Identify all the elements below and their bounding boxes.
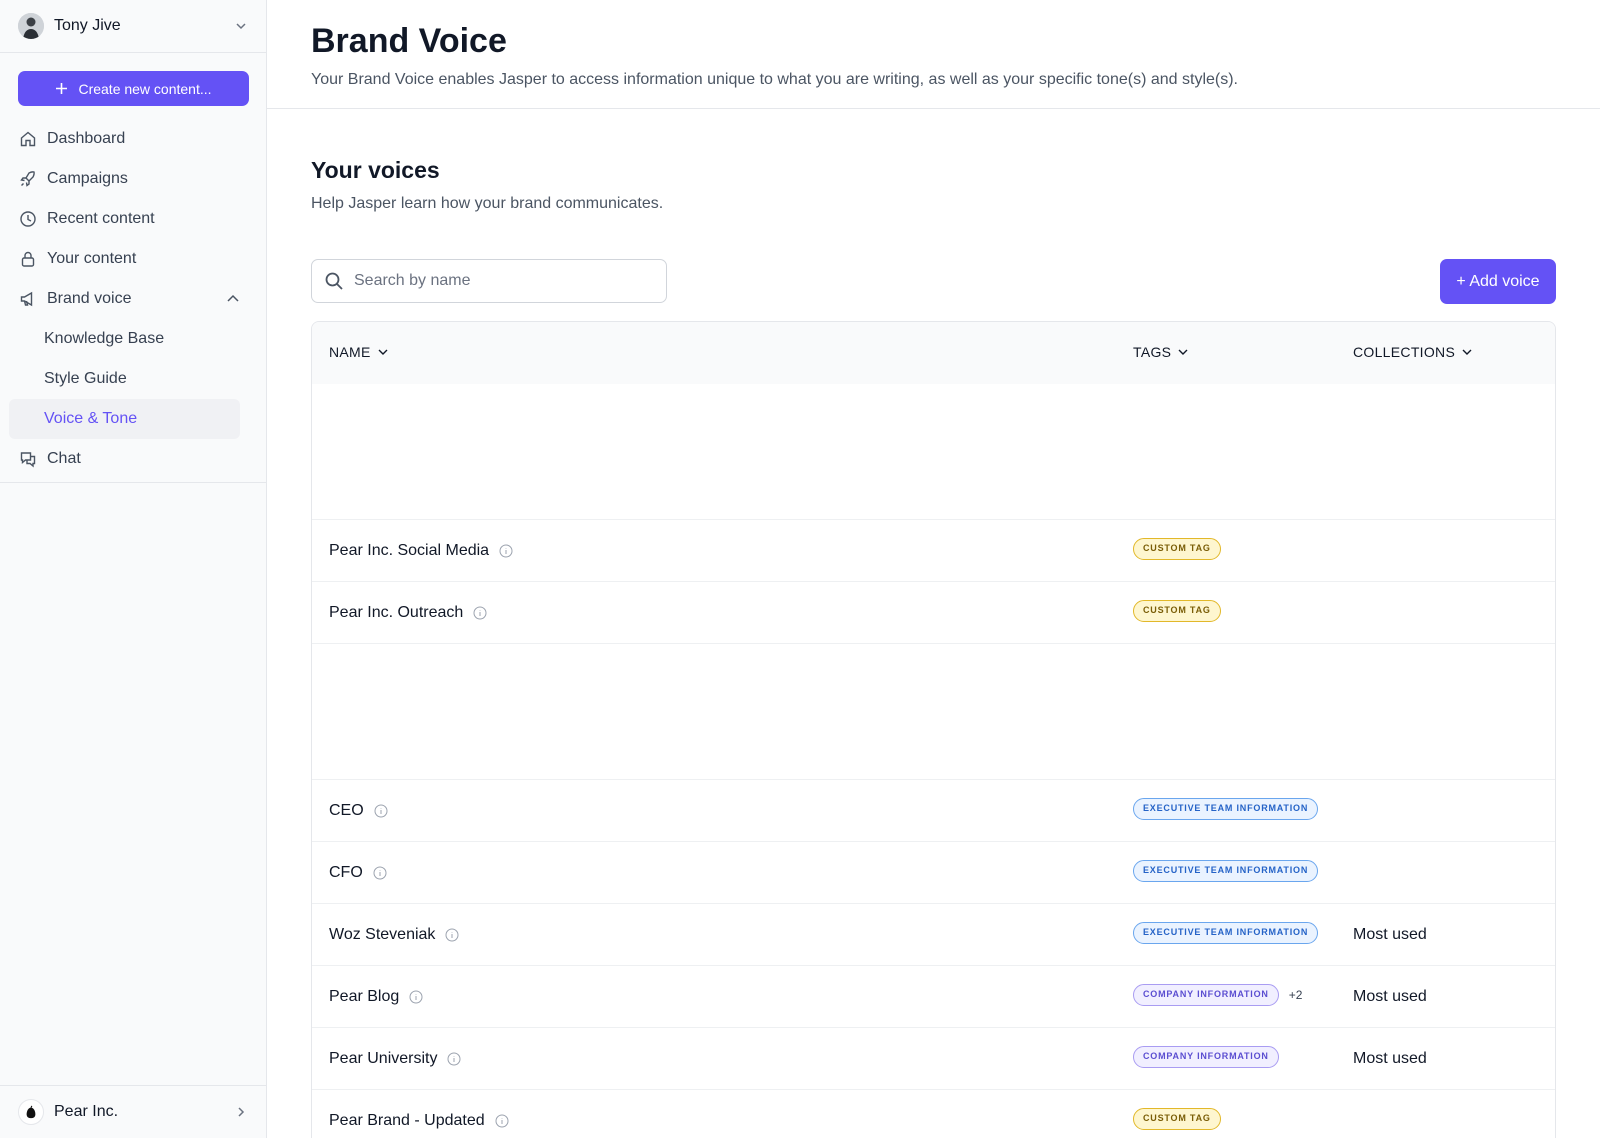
create-new-content-label: Create new content... xyxy=(78,80,212,97)
nav-label: Chat xyxy=(47,450,81,467)
tag-badge: CUSTOM TAG xyxy=(1133,1108,1221,1130)
section-subtitle: Help Jasper learn how your brand communi… xyxy=(311,195,664,212)
org-name: Pear Inc. xyxy=(54,1103,119,1120)
tag-badge: COMPANY INFORMATION xyxy=(1133,984,1279,1006)
tag-badge: EXECUTIVE TEAM INFORMATION xyxy=(1133,922,1319,944)
page-subtitle: Your Brand Voice enables Jasper to acces… xyxy=(311,71,1238,88)
table-spacer xyxy=(312,644,1555,780)
column-header-tags[interactable]: TAGS xyxy=(1133,344,1189,360)
nav-item-voice-tone[interactable]: Voice & Tone xyxy=(9,399,240,439)
nav-label: Voice & Tone xyxy=(44,410,138,427)
table-row[interactable]: Pear Inc. Social Media CUSTOM TAG xyxy=(312,520,1555,582)
column-header-collections[interactable]: COLLECTIONS xyxy=(1353,344,1473,360)
create-new-content-button[interactable]: Create new content... xyxy=(18,71,249,106)
chevron-down-icon xyxy=(1462,349,1472,355)
table-header: NAME TAGS COLLECTIONS xyxy=(312,322,1555,384)
voice-name: Pear Blog xyxy=(329,987,400,1005)
voice-name: Pear Inc. Social Media xyxy=(329,541,490,559)
page-title: Brand Voice xyxy=(311,22,507,60)
clock-icon xyxy=(20,211,36,227)
nav-label: Dashboard xyxy=(47,130,126,147)
search-input[interactable] xyxy=(354,272,644,290)
more-tags-count[interactable]: +2 xyxy=(1288,988,1303,1002)
chevron-down-icon xyxy=(236,23,246,30)
voice-name: Pear University xyxy=(329,1049,438,1067)
tag-badge: CUSTOM TAG xyxy=(1133,538,1221,560)
voice-name: Pear Inc. Outreach xyxy=(329,603,464,621)
table-row[interactable]: CEO EXECUTIVE TEAM INFORMATION xyxy=(312,780,1555,842)
add-voice-button[interactable]: + Add voice xyxy=(1440,259,1556,304)
table-row[interactable]: Pear University COMPANY INFORMATION Most… xyxy=(312,1028,1555,1090)
info-icon[interactable] xyxy=(499,544,513,558)
nav-label: Campaigns xyxy=(47,170,128,187)
table-row[interactable]: Woz Steveniak EXECUTIVE TEAM INFORMATION… xyxy=(312,904,1555,966)
lock-icon xyxy=(21,251,35,267)
table-spacer xyxy=(312,384,1555,520)
info-icon[interactable] xyxy=(447,1052,461,1066)
nav-item-dashboard[interactable]: Dashboard xyxy=(9,119,240,159)
table-row[interactable]: Pear Brand - Updated CUSTOM TAG xyxy=(312,1090,1555,1138)
voice-name: Pear Brand - Updated xyxy=(329,1111,485,1129)
sidebar-nav: Dashboard Campaigns Recent content Your … xyxy=(9,119,240,479)
column-label: NAME xyxy=(329,344,371,360)
nav-item-your-content[interactable]: Your content xyxy=(9,239,240,279)
info-icon[interactable] xyxy=(495,1114,509,1128)
column-header-name[interactable]: NAME xyxy=(329,344,389,360)
org-switcher[interactable]: Pear Inc. xyxy=(0,1085,266,1138)
tag-badge: COMPANY INFORMATION xyxy=(1133,1046,1279,1068)
nav-label: Recent content xyxy=(47,210,155,227)
column-label: COLLECTIONS xyxy=(1353,344,1456,360)
nav-item-style-guide[interactable]: Style Guide xyxy=(9,359,240,399)
voice-name: CFO xyxy=(329,863,363,881)
rocket-icon xyxy=(20,171,35,187)
voice-name: Woz Steveniak xyxy=(329,925,436,943)
voices-table: NAME TAGS COLLECTIONS Pear Inc. Social M… xyxy=(311,321,1556,1138)
plus-icon xyxy=(56,83,68,94)
collection-label: Most used xyxy=(1353,987,1427,1005)
nav-item-brand-voice[interactable]: Brand voice xyxy=(9,279,240,319)
page-header: Brand Voice Your Brand Voice enables Jas… xyxy=(267,0,1600,109)
nav-label: Knowledge Base xyxy=(44,330,165,347)
tag-badge: EXECUTIVE TEAM INFORMATION xyxy=(1133,860,1319,882)
search-box[interactable] xyxy=(311,259,667,303)
chevron-right-icon xyxy=(238,1107,245,1117)
nav-label: Style Guide xyxy=(44,370,127,387)
tag-badge: CUSTOM TAG xyxy=(1133,600,1221,622)
info-icon[interactable] xyxy=(374,804,388,818)
info-icon[interactable] xyxy=(445,928,459,942)
chevron-up-icon[interactable] xyxy=(226,292,240,306)
org-logo xyxy=(18,1099,44,1125)
table-row[interactable]: Pear Blog COMPANY INFORMATION +2 Most us… xyxy=(312,966,1555,1028)
nav-item-campaigns[interactable]: Campaigns xyxy=(9,159,240,199)
info-icon[interactable] xyxy=(373,866,387,880)
collection-label: Most used xyxy=(1353,925,1427,943)
info-icon[interactable] xyxy=(473,606,487,620)
user-avatar xyxy=(18,13,44,39)
chevron-down-icon xyxy=(378,349,388,355)
sidebar: Tony Jive Create new content... Dashboar… xyxy=(0,0,267,1138)
chat-icon xyxy=(20,452,36,468)
sidebar-divider xyxy=(0,482,266,483)
search-icon xyxy=(325,272,343,290)
nav-item-knowledge-base[interactable]: Knowledge Base xyxy=(9,319,240,359)
user-menu[interactable]: Tony Jive xyxy=(0,0,266,53)
user-name: Tony Jive xyxy=(54,17,121,34)
home-icon xyxy=(20,131,36,147)
column-label: TAGS xyxy=(1133,344,1172,360)
table-row[interactable]: Pear Inc. Outreach CUSTOM TAG xyxy=(312,582,1555,644)
tag-badge: EXECUTIVE TEAM INFORMATION xyxy=(1133,798,1319,820)
nav-item-recent-content[interactable]: Recent content xyxy=(9,199,240,239)
table-row[interactable]: CFO EXECUTIVE TEAM INFORMATION xyxy=(312,842,1555,904)
voice-name: CEO xyxy=(329,801,364,819)
nav-label: Brand voice xyxy=(47,290,132,307)
chevron-down-icon xyxy=(1178,349,1188,355)
section-title: Your voices xyxy=(311,157,440,183)
collection-label: Most used xyxy=(1353,1049,1427,1067)
nav-label: Your content xyxy=(47,250,137,267)
main-content: Brand Voice Your Brand Voice enables Jas… xyxy=(267,0,1600,1138)
nav-item-chat[interactable]: Chat xyxy=(9,439,240,479)
megaphone-icon xyxy=(20,291,33,307)
info-icon[interactable] xyxy=(409,990,423,1004)
